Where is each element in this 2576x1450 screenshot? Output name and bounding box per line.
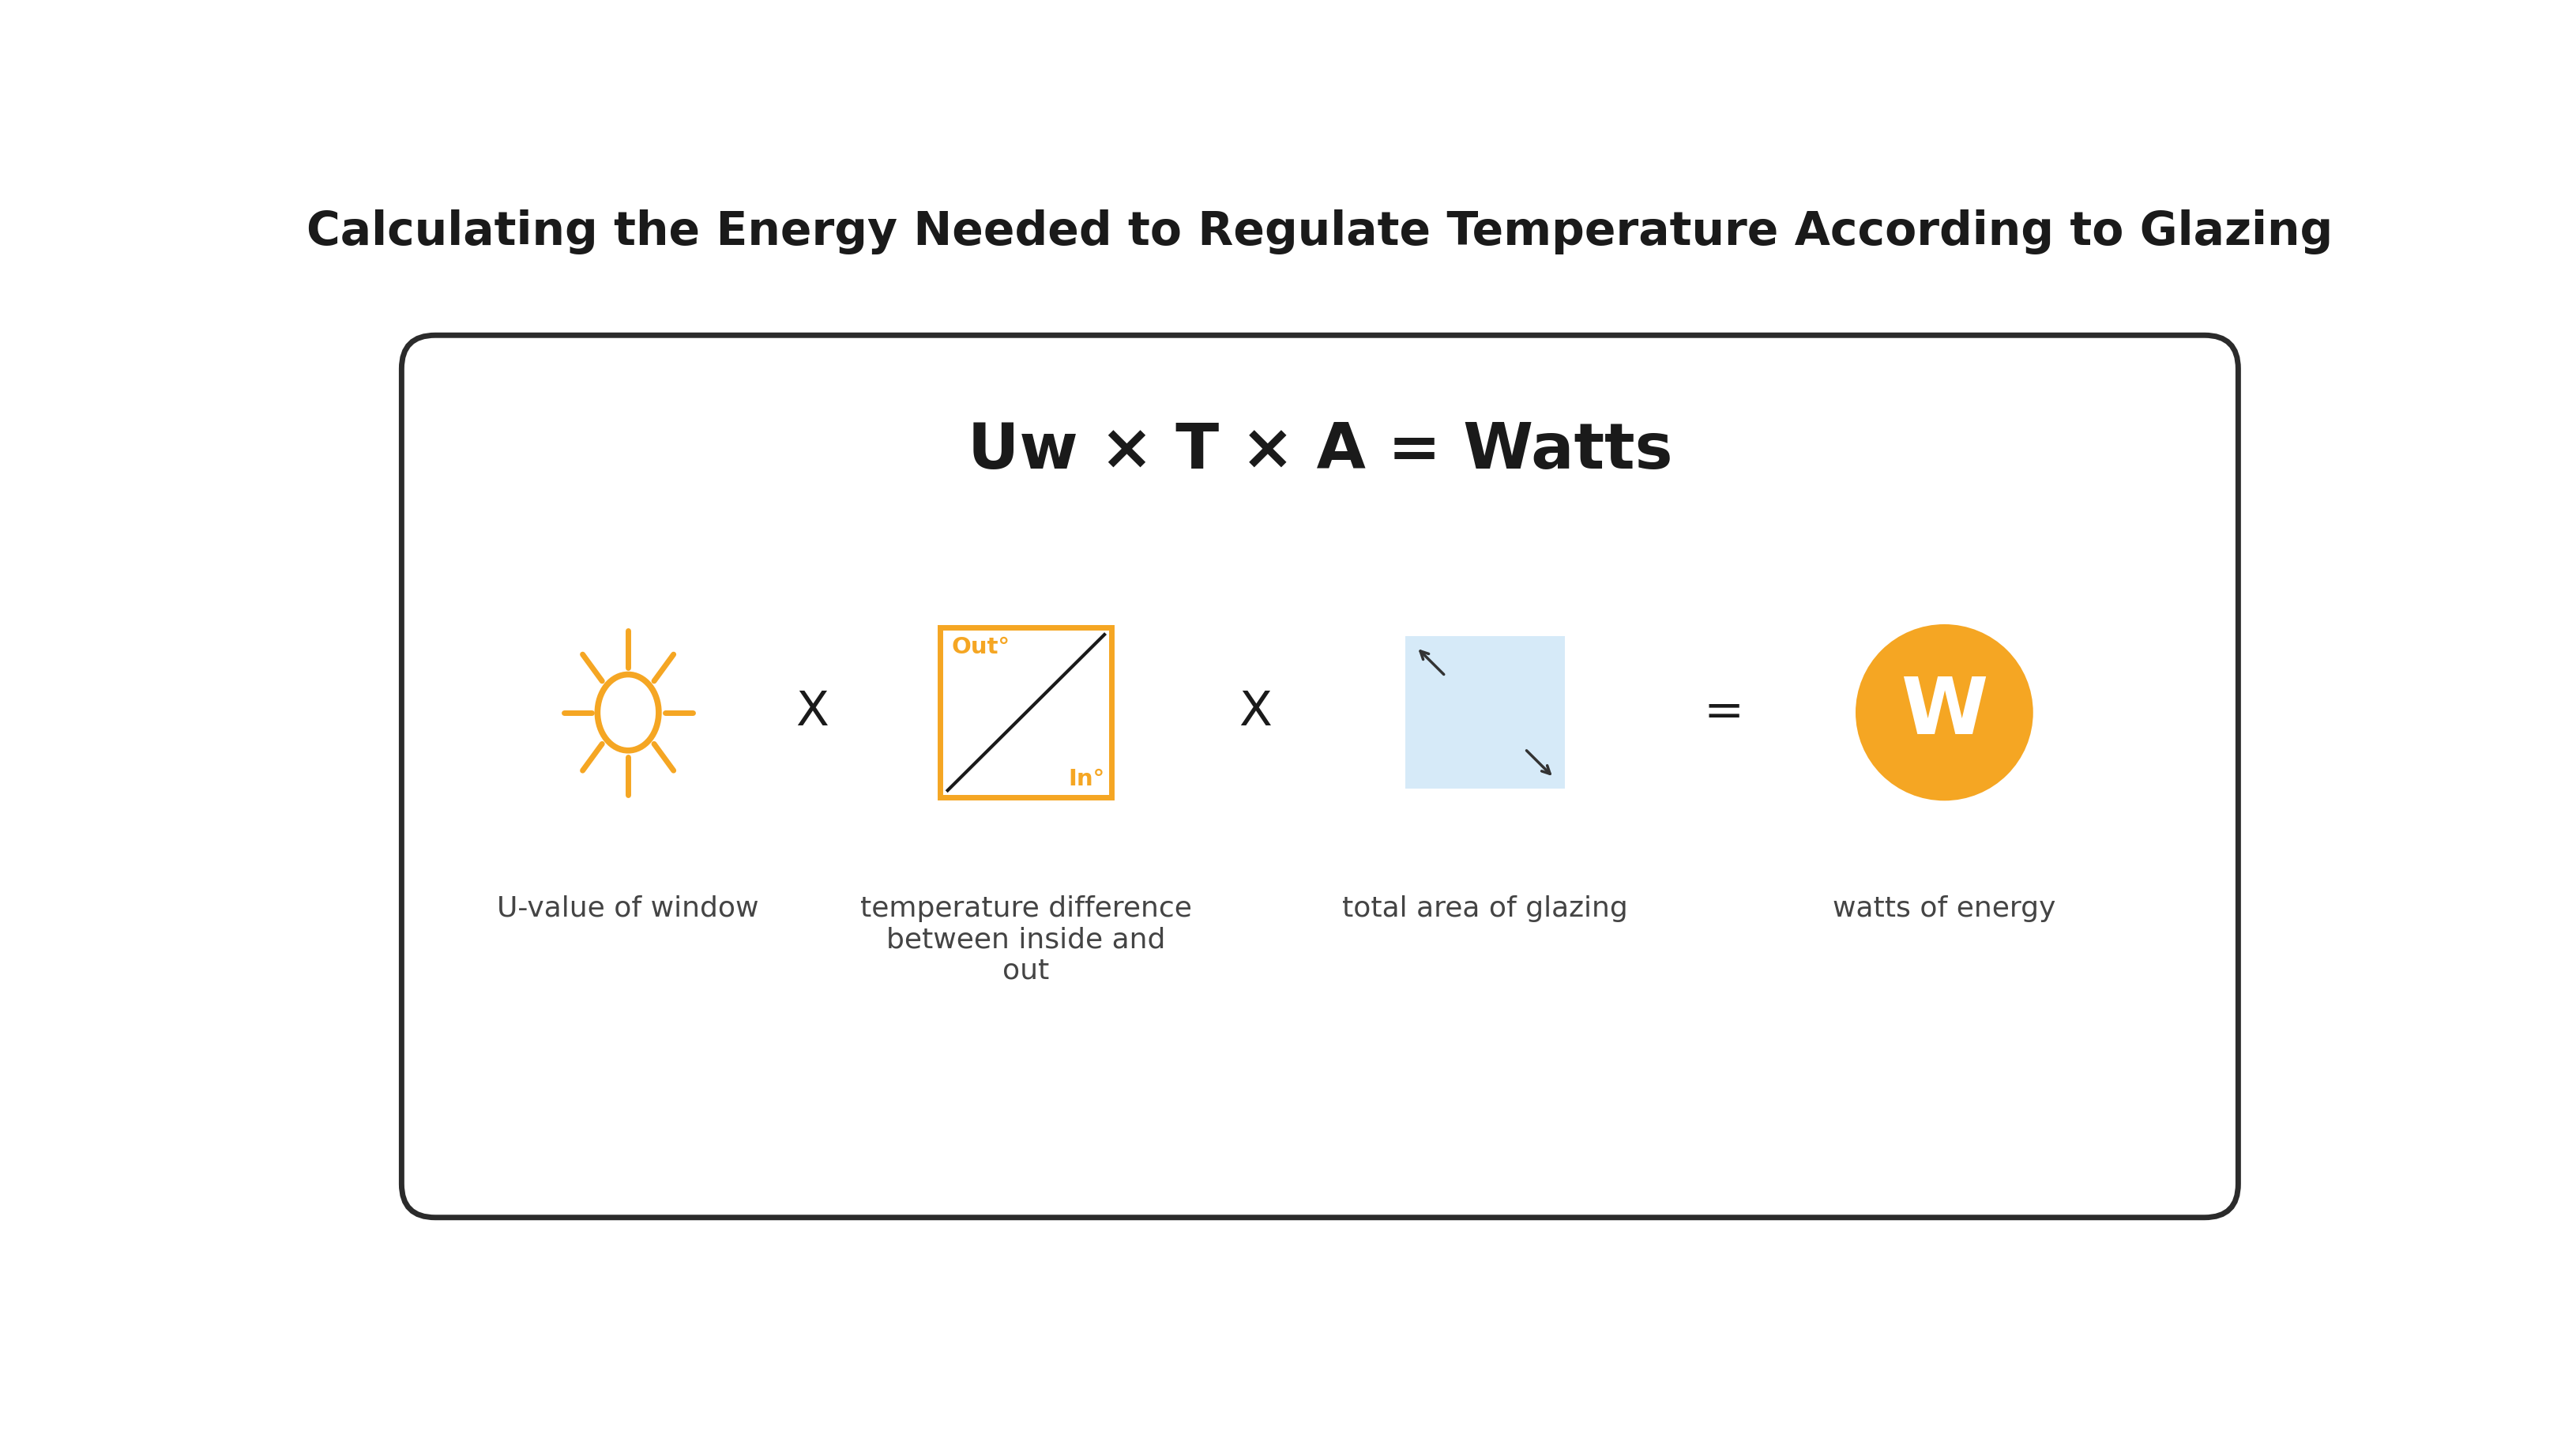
Text: X: X [1239, 689, 1273, 735]
Text: =: = [1703, 689, 1744, 735]
Text: watts of energy: watts of energy [1832, 895, 2056, 922]
Text: In°: In° [1069, 769, 1105, 790]
Text: Out°: Out° [951, 637, 1010, 658]
FancyBboxPatch shape [402, 335, 2239, 1218]
Text: Calculating the Energy Needed to Regulate Temperature According to Glazing: Calculating the Energy Needed to Regulat… [307, 209, 2334, 254]
Text: U-value of window: U-value of window [497, 895, 760, 922]
Text: W: W [1901, 674, 1989, 751]
Text: X: X [796, 689, 829, 735]
Circle shape [1855, 625, 2032, 800]
FancyBboxPatch shape [1406, 637, 1564, 789]
Ellipse shape [598, 674, 659, 751]
Text: Uw × T × A = Watts: Uw × T × A = Watts [969, 420, 1672, 481]
Text: total area of glazing: total area of glazing [1342, 895, 1628, 922]
Text: temperature difference
between inside and
out: temperature difference between inside an… [860, 895, 1193, 985]
FancyBboxPatch shape [940, 628, 1113, 798]
